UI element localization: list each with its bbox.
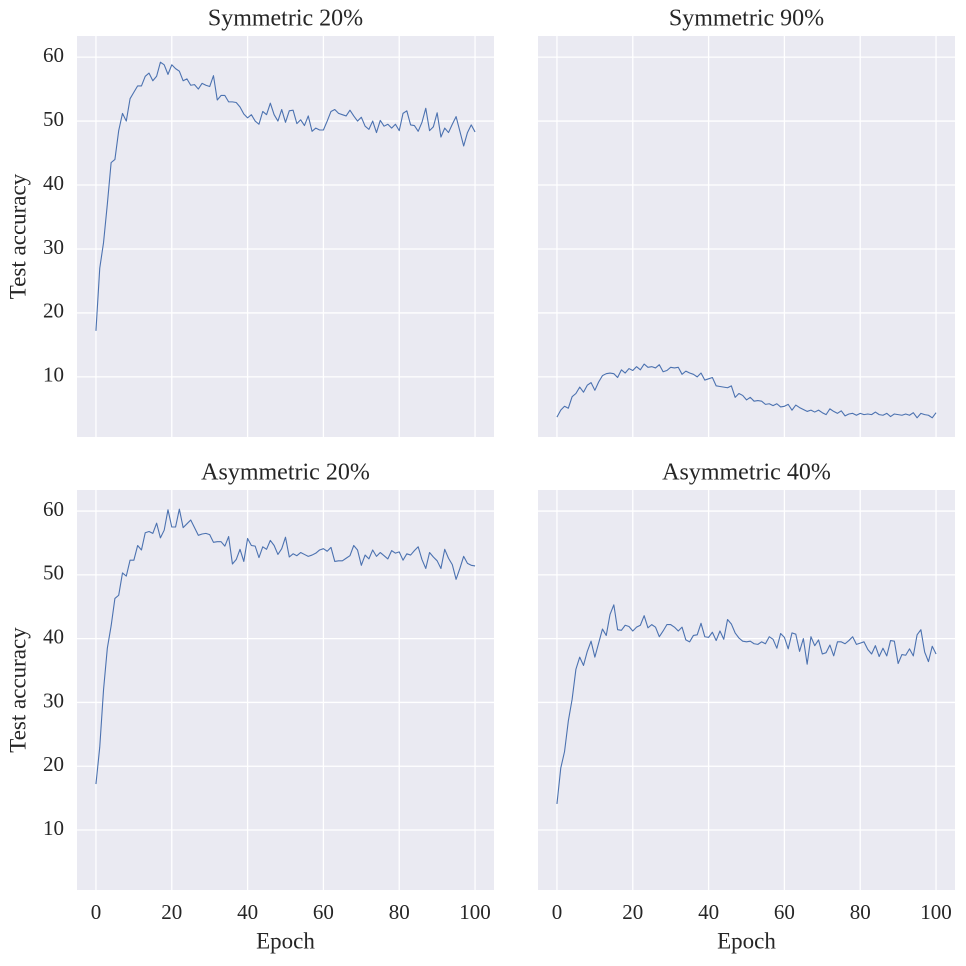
x-tick-label: 80 [389, 900, 410, 924]
y-tick-label: 30 [43, 235, 64, 259]
x-tick-label: 40 [237, 900, 258, 924]
x-tick-label: 20 [161, 900, 182, 924]
x-axis-label: Epoch [256, 928, 315, 953]
y-tick-label: 20 [43, 752, 64, 776]
y-tick-label: 50 [43, 561, 64, 585]
data-line [95, 508, 476, 785]
y-axis-label: Test accuracy [5, 173, 30, 299]
panel-title: Symmetric 90% [669, 6, 824, 32]
data-line [556, 604, 937, 804]
y-tick-label: 20 [43, 299, 64, 323]
y-tick-label: 10 [43, 363, 64, 387]
y-tick-label: 40 [43, 624, 64, 648]
y-axis-label: Test accuracy [5, 627, 30, 753]
y-tick-label: 30 [43, 688, 64, 712]
y-tick-label: 60 [43, 497, 64, 521]
x-axis-label: Epoch [717, 928, 776, 953]
y-tick-label: 10 [43, 816, 64, 840]
x-tick-label: 40 [698, 900, 719, 924]
x-tick-label: 100 [920, 900, 952, 924]
x-tick-label: 20 [622, 900, 643, 924]
plot-area [77, 36, 494, 437]
panel-title: Asymmetric 40% [662, 460, 831, 486]
y-tick-label: 60 [43, 43, 64, 67]
panel-title: Asymmetric 20% [201, 460, 370, 486]
data-line [556, 363, 937, 419]
x-tick-label: 0 [552, 900, 563, 924]
plot-area [538, 36, 955, 437]
panel-title: Symmetric 20% [208, 6, 363, 32]
y-tick-label: 50 [43, 107, 64, 131]
x-tick-label: 0 [91, 900, 102, 924]
y-tick-label: 40 [43, 171, 64, 195]
plot-area [538, 490, 955, 890]
plot-area [77, 490, 494, 890]
x-tick-label: 60 [313, 900, 334, 924]
x-tick-label: 80 [850, 900, 871, 924]
data-line [95, 61, 476, 331]
x-tick-label: 100 [459, 900, 491, 924]
x-tick-label: 60 [774, 900, 795, 924]
